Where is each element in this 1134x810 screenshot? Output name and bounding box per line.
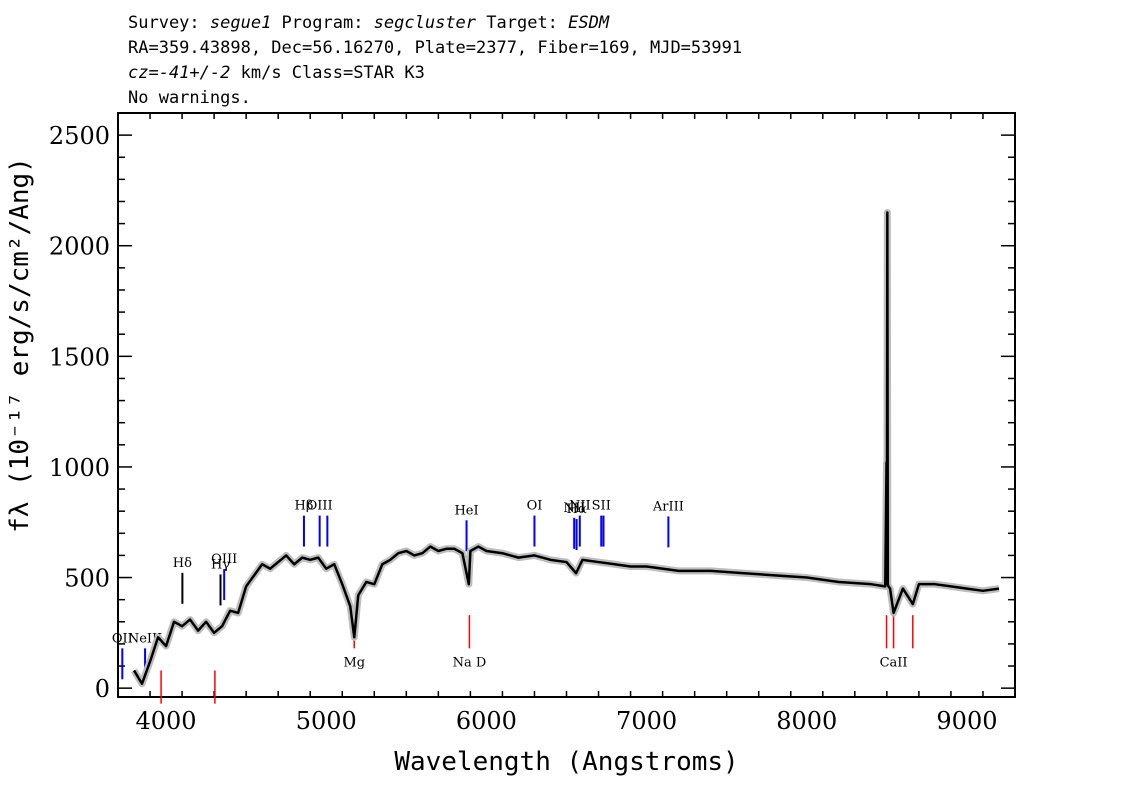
cz-label: cz= bbox=[128, 63, 159, 83]
y-tick-label: 2500 bbox=[49, 122, 110, 150]
emission-line-label: NII bbox=[569, 499, 591, 514]
absorption-line-label: Na D bbox=[453, 655, 487, 670]
plot-frame bbox=[117, 112, 1016, 698]
header-line-1: Survey: segue1 Program: segcluster Targe… bbox=[128, 13, 610, 33]
y-tick-label: 500 bbox=[64, 565, 110, 593]
header-line-2: RA=359.43898, Dec=56.16270, Plate=2377, … bbox=[128, 38, 742, 58]
program-value: segcluster bbox=[374, 13, 477, 33]
survey-value: segue1 bbox=[210, 13, 271, 33]
y-tick-label: 2000 bbox=[49, 233, 110, 261]
emission-line-label: OIII bbox=[211, 552, 237, 567]
x-tick-label: 6000 bbox=[456, 707, 517, 735]
header-line-4: No warnings. bbox=[128, 88, 251, 108]
class-text: km/s Class=STAR K3 bbox=[230, 63, 424, 83]
y-tick-label: 0 bbox=[95, 675, 110, 703]
series-group bbox=[131, 209, 1000, 688]
emission-line-label: OIII bbox=[307, 499, 333, 514]
target-label: Target: bbox=[476, 13, 568, 33]
emission-line-label: SII bbox=[592, 499, 611, 514]
emission-line-label: Hβ bbox=[295, 499, 314, 514]
program-label: Program: bbox=[271, 13, 373, 33]
cz-value: -41+/-2 bbox=[159, 63, 231, 83]
series-line-flux bbox=[132, 211, 1000, 685]
x-tick-label: 8000 bbox=[776, 707, 837, 735]
x-tick-label: 4000 bbox=[136, 707, 197, 735]
header: Survey: segue1 Program: segcluster Targe… bbox=[128, 13, 742, 108]
header-line-3: cz=-41+/-2 km/s Class=STAR K3 bbox=[128, 63, 425, 83]
target-value: ESDM bbox=[568, 13, 610, 33]
survey-label: Survey: bbox=[128, 13, 210, 33]
emission-line-label: ArIII bbox=[652, 499, 684, 514]
x-axis-title: Wavelength (Angstroms) bbox=[394, 747, 738, 777]
emission-line-label: OII bbox=[112, 631, 133, 646]
emission-line-label: OI bbox=[527, 499, 543, 514]
y-tick-label: 1500 bbox=[49, 343, 110, 371]
emission-line-label: Hγ bbox=[211, 557, 230, 572]
y-tick-label: 1000 bbox=[49, 454, 110, 482]
axis-ticks: 4000 5000 6000 7000 8000 9000 0 500 1000 1500 2000… bbox=[49, 112, 1016, 735]
x-tick-label: 7000 bbox=[616, 707, 677, 735]
x-tick-label: 9000 bbox=[936, 707, 997, 735]
emission-line-label: Hδ bbox=[173, 556, 192, 571]
absorption-line-label: Mg bbox=[343, 655, 365, 670]
absorption-line-label: CaII bbox=[880, 655, 908, 670]
emission-line-label: HeI bbox=[454, 503, 478, 518]
y-axis-title: fλ (10⁻¹⁷ erg/s/cm²/Ang) bbox=[5, 157, 35, 533]
x-tick-label: 5000 bbox=[296, 707, 357, 735]
emission-line-label: NII bbox=[563, 501, 585, 516]
series-error-band bbox=[131, 209, 1000, 688]
emission-line-label: Hα bbox=[567, 502, 587, 517]
